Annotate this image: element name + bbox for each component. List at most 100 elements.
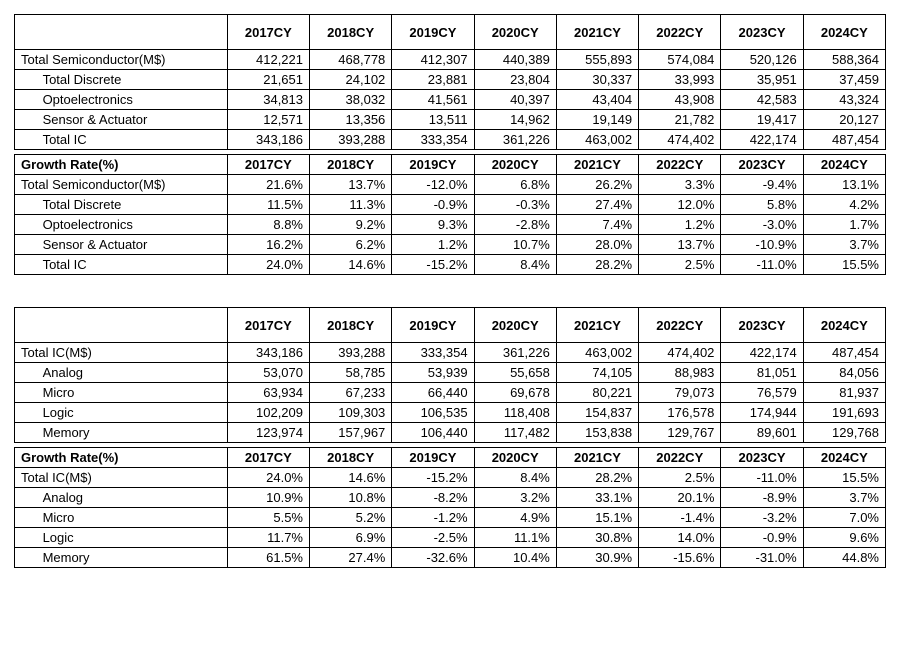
cell: 3.2% — [474, 488, 556, 508]
table-row: Logic 11.7% 6.9% -2.5% 11.1% 30.8% 14.0%… — [15, 528, 886, 548]
row-label: Sensor & Actuator — [37, 110, 228, 130]
table-row: Sensor & Actuator 12,571 13,356 13,511 1… — [15, 110, 886, 130]
cell: 588,364 — [803, 50, 885, 70]
cell: 333,354 — [392, 130, 474, 150]
row-label: Logic — [37, 528, 228, 548]
cell: 12.0% — [639, 195, 721, 215]
cell: 58,785 — [310, 363, 392, 383]
indent — [15, 90, 37, 110]
year-header: 2018CY — [310, 155, 392, 175]
cell: 8.4% — [474, 468, 556, 488]
year-header: 2022CY — [639, 155, 721, 175]
cell: 3.7% — [803, 488, 885, 508]
table-row: Optoelectronics 34,813 38,032 41,561 40,… — [15, 90, 886, 110]
total-row: Total IC(M$) 343,186 393,288 333,354 361… — [15, 343, 886, 363]
table-row: Analog 10.9% 10.8% -8.2% 3.2% 33.1% 20.1… — [15, 488, 886, 508]
cell: -8.9% — [721, 488, 803, 508]
cell: 463,002 — [556, 343, 638, 363]
cell: 422,174 — [721, 130, 803, 150]
cell: 26.2% — [556, 175, 638, 195]
row-label: Total Semiconductor(M$) — [15, 175, 228, 195]
year-header: 2022CY — [639, 448, 721, 468]
table-row: Logic 102,209 109,303 106,535 118,408 15… — [15, 403, 886, 423]
growth-title: Growth Rate(%) — [15, 155, 228, 175]
cell: 84,056 — [803, 363, 885, 383]
table-row: Total Discrete 11.5% 11.3% -0.9% -0.3% 2… — [15, 195, 886, 215]
cell: 43,908 — [639, 90, 721, 110]
cell: 33.1% — [556, 488, 638, 508]
cell: 8.4% — [474, 255, 556, 275]
year-header: 2019CY — [392, 308, 474, 343]
cell: -0.9% — [721, 528, 803, 548]
year-header: 2021CY — [556, 448, 638, 468]
cell: -3.0% — [721, 215, 803, 235]
indent — [15, 403, 37, 423]
table-row: Micro 5.5% 5.2% -1.2% 4.9% 15.1% -1.4% -… — [15, 508, 886, 528]
semiconductor-growth-table: Growth Rate(%) 2017CY 2018CY 2019CY 2020… — [14, 154, 886, 275]
indent — [15, 235, 37, 255]
row-label: Total IC(M$) — [15, 343, 228, 363]
cell: 1.2% — [392, 235, 474, 255]
cell: 5.5% — [227, 508, 309, 528]
year-header: 2017CY — [227, 15, 309, 50]
cell: 123,974 — [227, 423, 309, 443]
cell: 10.4% — [474, 548, 556, 568]
cell: 555,893 — [556, 50, 638, 70]
year-header: 2023CY — [721, 15, 803, 50]
cell: -12.0% — [392, 175, 474, 195]
semiconductor-table: 2017CY 2018CY 2019CY 2020CY 2021CY 2022C… — [14, 14, 886, 150]
year-header: 2023CY — [721, 155, 803, 175]
indent — [15, 548, 37, 568]
indent — [15, 215, 37, 235]
cell: 61.5% — [227, 548, 309, 568]
cell: 11.3% — [310, 195, 392, 215]
cell: 5.2% — [310, 508, 392, 528]
cell: -31.0% — [721, 548, 803, 568]
cell: 89,601 — [721, 423, 803, 443]
cell: 393,288 — [310, 343, 392, 363]
header-row: Growth Rate(%) 2017CY 2018CY 2019CY 2020… — [15, 155, 886, 175]
cell: 6.9% — [310, 528, 392, 548]
total-row: Total Semiconductor(M$) 412,221 468,778 … — [15, 50, 886, 70]
cell: 176,578 — [639, 403, 721, 423]
year-header: 2022CY — [639, 15, 721, 50]
indent — [15, 508, 37, 528]
table-row: Memory 61.5% 27.4% -32.6% 10.4% 30.9% -1… — [15, 548, 886, 568]
cell: 20,127 — [803, 110, 885, 130]
cell: 393,288 — [310, 130, 392, 150]
cell: 106,440 — [392, 423, 474, 443]
year-header: 2024CY — [803, 155, 885, 175]
total-row: Total IC(M$) 24.0% 14.6% -15.2% 8.4% 28.… — [15, 468, 886, 488]
cell: 487,454 — [803, 130, 885, 150]
cell: 117,482 — [474, 423, 556, 443]
row-label: Analog — [37, 363, 228, 383]
indent — [15, 488, 37, 508]
year-header: 2019CY — [392, 448, 474, 468]
cell: 3.3% — [639, 175, 721, 195]
cell: 474,402 — [639, 130, 721, 150]
cell: 21,651 — [227, 70, 309, 90]
year-header: 2021CY — [556, 15, 638, 50]
year-header: 2017CY — [227, 448, 309, 468]
indent — [15, 255, 37, 275]
cell: 40,397 — [474, 90, 556, 110]
year-header: 2021CY — [556, 155, 638, 175]
year-header: 2020CY — [474, 308, 556, 343]
cell: -1.4% — [639, 508, 721, 528]
row-label: Sensor & Actuator — [37, 235, 228, 255]
cell: 33,993 — [639, 70, 721, 90]
cell: 129,767 — [639, 423, 721, 443]
cell: 118,408 — [474, 403, 556, 423]
cell: 12,571 — [227, 110, 309, 130]
cell: 9.3% — [392, 215, 474, 235]
cell: 468,778 — [310, 50, 392, 70]
cell: -32.6% — [392, 548, 474, 568]
cell: 74,105 — [556, 363, 638, 383]
cell: 43,324 — [803, 90, 885, 110]
ic-table: 2017CY 2018CY 2019CY 2020CY 2021CY 2022C… — [14, 307, 886, 443]
cell: -11.0% — [721, 468, 803, 488]
table-row: Total IC 343,186 393,288 333,354 361,226… — [15, 130, 886, 150]
cell: 5.8% — [721, 195, 803, 215]
year-header: 2022CY — [639, 308, 721, 343]
row-label: Memory — [37, 548, 228, 568]
